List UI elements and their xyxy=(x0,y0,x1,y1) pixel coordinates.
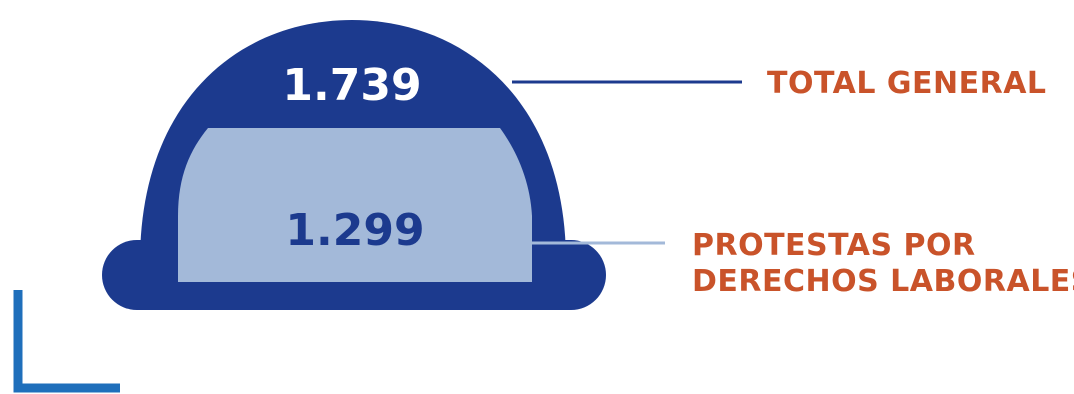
labor-label-line1: PROTESTAS POR xyxy=(692,228,976,263)
labor-label: PROTESTAS POR DERECHOS LABORALES xyxy=(692,228,1074,300)
labor-section-shape xyxy=(178,128,532,282)
total-value: 1.739 xyxy=(282,60,421,111)
total-label: TOTAL GENERAL xyxy=(767,66,1047,101)
corner-bracket xyxy=(13,290,120,393)
labor-label-line2: DERECHOS LABORALES xyxy=(692,264,1074,299)
labor-value: 1.299 xyxy=(285,205,424,256)
